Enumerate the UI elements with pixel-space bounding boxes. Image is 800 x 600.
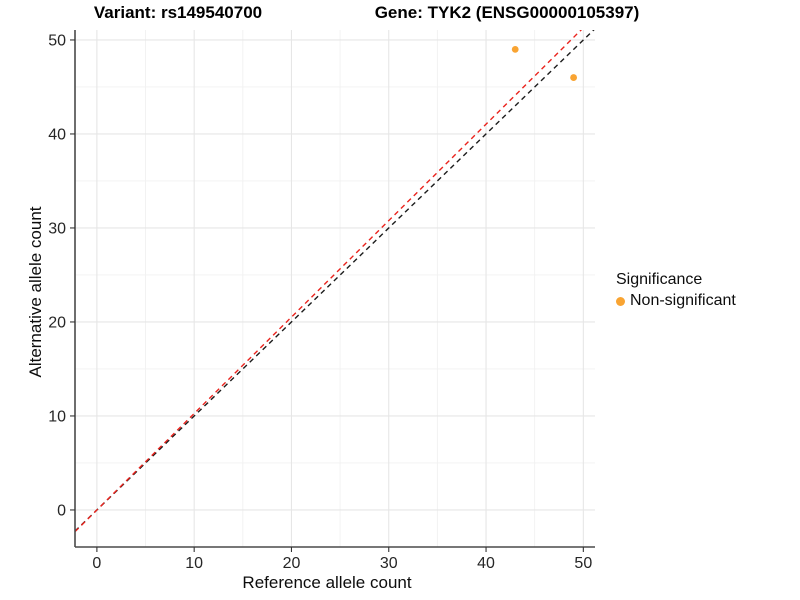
y-tick-label: 40 (48, 126, 66, 143)
y-axis-title: Alternative allele count (26, 206, 45, 378)
data-point (570, 74, 577, 81)
legend-item-non-significant: Non-significant (616, 292, 736, 310)
legend: Significance Non-significant (616, 271, 736, 310)
gene-title: Gene: TYK2 (ENSG00000105397) (374, 3, 640, 22)
x-tick-label: 50 (574, 555, 592, 572)
fit-line (75, 30, 583, 533)
y-tick-label: 30 (48, 220, 66, 237)
y-tick-label: 10 (48, 408, 66, 425)
identity-line (75, 30, 595, 532)
x-tick-label: 0 (92, 555, 101, 572)
x-tick-label: 10 (185, 555, 203, 572)
y-tick-label: 50 (48, 32, 66, 49)
variant-title: Variant: rs149540700 (93, 3, 263, 22)
x-axis-title: Reference allele count (242, 573, 412, 592)
legend-title: Significance (616, 271, 703, 288)
legend-point-icon (616, 296, 625, 306)
y-tick-label: 0 (57, 502, 66, 519)
x-tick-label: 40 (477, 555, 495, 572)
x-tick-label: 20 (283, 555, 301, 572)
x-tick-label: 30 (380, 555, 398, 572)
legend-item-label: Non-significant (630, 292, 736, 309)
y-tick-label: 20 (48, 314, 66, 331)
data-point (511, 45, 519, 53)
